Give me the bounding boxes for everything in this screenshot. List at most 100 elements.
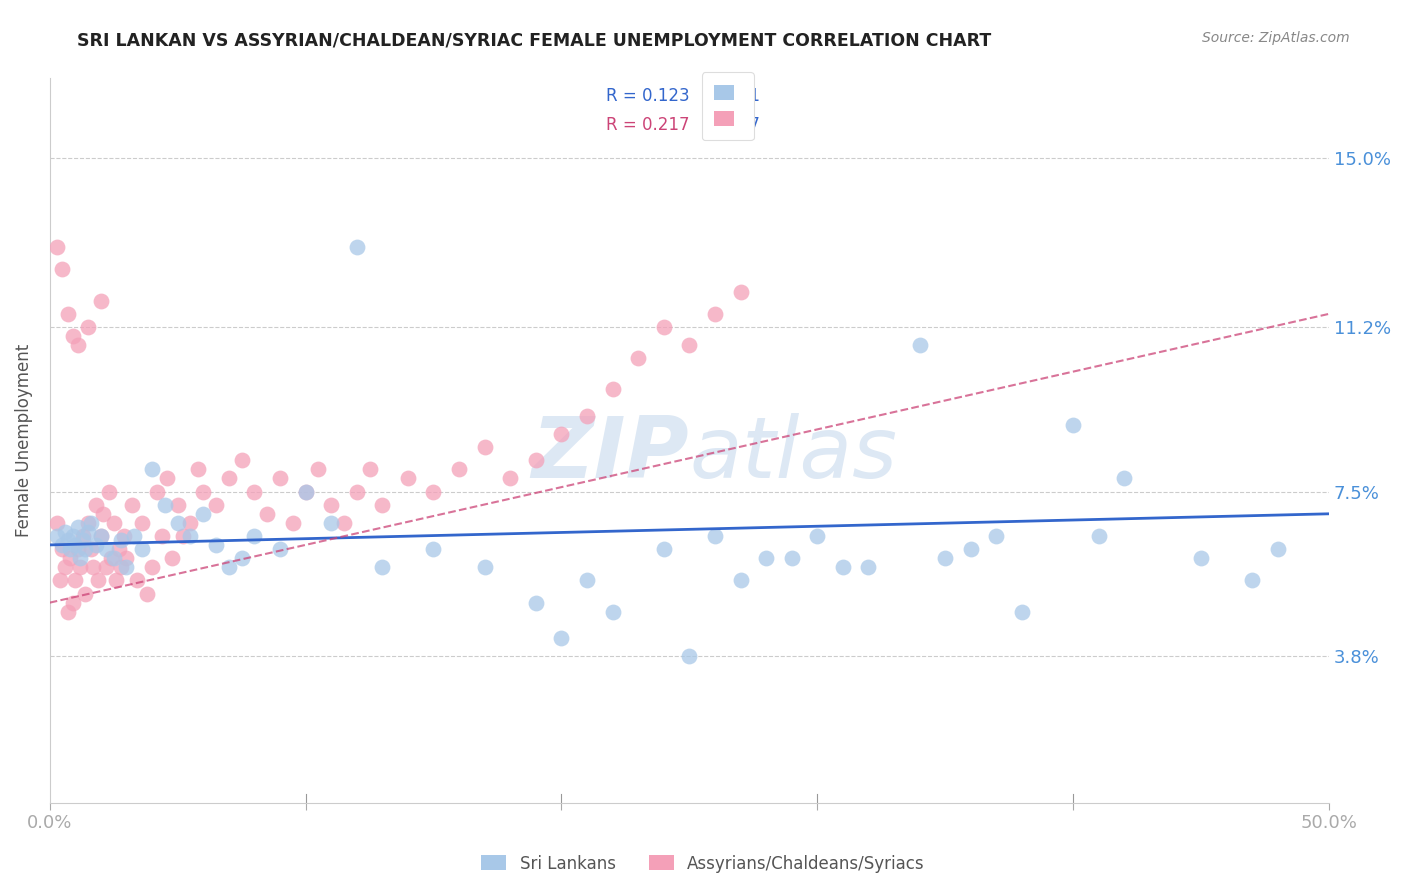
Point xyxy=(474,440,496,454)
Point xyxy=(321,516,343,530)
Point xyxy=(243,529,266,543)
Point xyxy=(602,383,624,397)
Point xyxy=(94,542,117,557)
Point xyxy=(87,574,110,588)
Point xyxy=(62,529,84,543)
Point xyxy=(256,507,278,521)
Point xyxy=(1114,471,1136,485)
Point xyxy=(908,338,931,352)
Point xyxy=(156,471,179,485)
Point xyxy=(51,542,73,557)
Point xyxy=(162,551,184,566)
Point xyxy=(187,462,209,476)
Point xyxy=(66,338,89,352)
Point xyxy=(100,551,122,566)
Point xyxy=(77,516,100,530)
Point xyxy=(179,516,201,530)
Point xyxy=(103,551,125,566)
Point xyxy=(46,516,69,530)
Point xyxy=(131,542,153,557)
Point xyxy=(141,462,163,476)
Point xyxy=(281,516,304,530)
Point xyxy=(346,484,368,499)
Point xyxy=(90,529,112,543)
Y-axis label: Female Unemployment: Female Unemployment xyxy=(15,343,32,537)
Point xyxy=(371,560,394,574)
Point xyxy=(112,529,135,543)
Point xyxy=(90,529,112,543)
Point xyxy=(146,484,169,499)
Point xyxy=(755,551,778,566)
Point xyxy=(524,596,547,610)
Point xyxy=(678,648,700,663)
Point xyxy=(77,320,100,334)
Point xyxy=(396,471,419,485)
Point xyxy=(172,529,194,543)
Point xyxy=(166,498,188,512)
Text: ZIP: ZIP xyxy=(531,414,689,497)
Point xyxy=(447,462,470,476)
Point xyxy=(135,587,157,601)
Point xyxy=(110,533,132,548)
Point xyxy=(53,560,76,574)
Point xyxy=(218,560,240,574)
Point xyxy=(205,538,228,552)
Point xyxy=(575,574,598,588)
Point xyxy=(1241,574,1264,588)
Text: N = 61: N = 61 xyxy=(702,87,761,105)
Point xyxy=(153,498,176,512)
Point xyxy=(75,587,97,601)
Point xyxy=(474,560,496,574)
Point xyxy=(59,542,82,557)
Point xyxy=(166,516,188,530)
Point xyxy=(46,240,69,254)
Point xyxy=(627,351,650,366)
Point xyxy=(69,551,91,566)
Point xyxy=(422,484,444,499)
Point xyxy=(959,542,981,557)
Point xyxy=(524,453,547,467)
Point xyxy=(110,560,132,574)
Point xyxy=(56,605,79,619)
Text: N = 77: N = 77 xyxy=(702,117,761,135)
Point xyxy=(115,551,138,566)
Point xyxy=(269,471,291,485)
Point xyxy=(1267,542,1289,557)
Point xyxy=(75,542,97,557)
Point xyxy=(231,453,253,467)
Point xyxy=(703,307,725,321)
Point xyxy=(307,462,329,476)
Legend: , : , xyxy=(702,72,754,140)
Point xyxy=(1087,529,1109,543)
Point xyxy=(79,542,101,557)
Point xyxy=(550,631,572,645)
Point xyxy=(53,524,76,539)
Point xyxy=(93,507,115,521)
Point xyxy=(269,542,291,557)
Point xyxy=(831,560,853,574)
Point xyxy=(218,471,240,485)
Point xyxy=(51,262,73,277)
Point xyxy=(107,542,129,557)
Text: R = 0.217: R = 0.217 xyxy=(606,117,690,135)
Point xyxy=(131,516,153,530)
Point xyxy=(105,574,128,588)
Point xyxy=(141,560,163,574)
Point xyxy=(56,307,79,321)
Point xyxy=(806,529,828,543)
Text: atlas: atlas xyxy=(689,414,897,497)
Point xyxy=(422,542,444,557)
Point xyxy=(84,498,107,512)
Point xyxy=(84,538,107,552)
Point xyxy=(294,484,316,499)
Point xyxy=(94,560,117,574)
Point xyxy=(346,240,368,254)
Point xyxy=(986,529,1008,543)
Point xyxy=(79,516,101,530)
Point xyxy=(780,551,803,566)
Point xyxy=(243,484,266,499)
Point xyxy=(730,574,752,588)
Point xyxy=(678,338,700,352)
Point xyxy=(294,484,316,499)
Point xyxy=(56,533,79,548)
